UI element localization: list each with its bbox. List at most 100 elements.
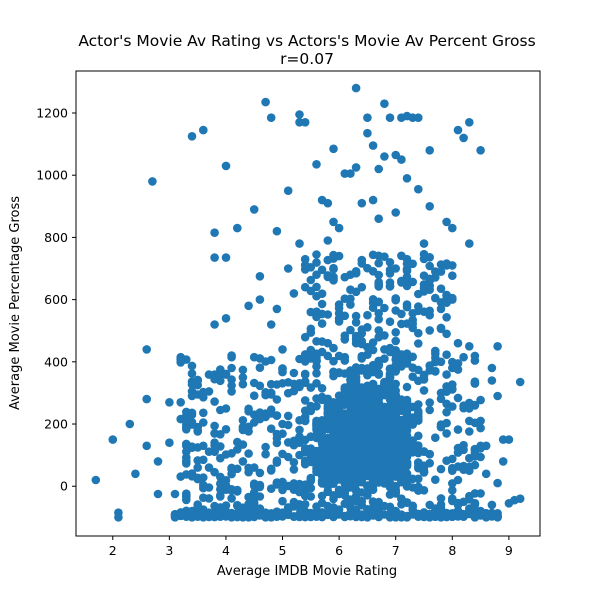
data-point <box>340 471 350 480</box>
data-point <box>306 286 316 296</box>
data-point <box>425 146 435 155</box>
data-point <box>340 294 350 304</box>
data-point <box>402 405 412 415</box>
data-point <box>108 435 118 444</box>
data-point <box>306 275 316 285</box>
data-point <box>442 370 451 379</box>
data-point <box>351 268 361 278</box>
y-tick-label: 800 <box>44 230 68 245</box>
data-point <box>306 473 316 483</box>
data-point <box>329 367 338 377</box>
data-point <box>323 453 333 463</box>
data-point <box>380 354 389 364</box>
data-point <box>255 295 265 304</box>
data-point <box>465 342 474 351</box>
data-point <box>261 449 270 459</box>
data-point <box>391 264 401 273</box>
data-point <box>357 282 367 292</box>
data-point <box>317 337 327 346</box>
data-point <box>295 512 304 521</box>
data-point <box>255 468 265 478</box>
data-point <box>408 309 418 318</box>
data-point <box>380 331 389 340</box>
data-point <box>340 356 350 365</box>
data-point <box>476 444 485 453</box>
data-point <box>340 409 350 418</box>
data-point <box>425 274 435 284</box>
data-point <box>323 420 333 429</box>
data-point <box>300 351 310 361</box>
data-point <box>493 342 502 351</box>
data-point <box>193 463 202 472</box>
data-point <box>244 407 253 416</box>
x-axis-label: Average IMDB Movie Rating <box>217 564 397 579</box>
data-point <box>238 416 248 425</box>
data-point <box>199 480 208 490</box>
data-point <box>391 360 401 370</box>
data-point <box>334 223 344 233</box>
data-point <box>340 383 350 392</box>
data-point <box>436 260 446 269</box>
data-point <box>148 177 157 186</box>
data-point <box>481 509 491 518</box>
data-point <box>334 465 344 474</box>
data-point <box>397 278 406 287</box>
data-point <box>317 289 327 299</box>
data-point <box>425 361 435 370</box>
data-point <box>210 421 219 431</box>
data-point <box>329 512 338 522</box>
data-point <box>227 387 236 396</box>
data-point <box>487 500 497 510</box>
data-point <box>493 511 502 521</box>
data-point <box>459 133 468 143</box>
data-point <box>199 455 208 465</box>
data-point <box>255 363 265 373</box>
data-point <box>493 478 502 488</box>
data-point <box>334 489 344 499</box>
data-point <box>448 357 457 367</box>
data-point <box>465 466 474 476</box>
data-point <box>357 198 367 208</box>
data-point <box>283 481 293 491</box>
y-tick-label: 1200 <box>36 105 68 120</box>
data-point <box>385 317 395 327</box>
data-point <box>448 271 457 281</box>
data-point <box>300 260 310 270</box>
data-point <box>363 465 372 474</box>
data-point <box>391 472 401 481</box>
data-point <box>210 374 219 384</box>
data-point <box>385 422 395 431</box>
data-point <box>300 480 310 490</box>
data-point <box>300 118 310 127</box>
data-point <box>300 377 310 386</box>
data-point <box>340 331 350 341</box>
data-point <box>317 319 327 328</box>
data-point <box>283 388 293 398</box>
data-point <box>385 258 395 267</box>
data-point <box>368 141 378 150</box>
data-point <box>283 503 293 512</box>
data-point <box>125 419 135 429</box>
data-point <box>312 369 321 378</box>
data-point <box>193 427 202 436</box>
data-point <box>442 350 451 360</box>
data-point <box>210 467 219 477</box>
y-tick-label: 0 <box>60 479 68 494</box>
data-point <box>380 303 389 313</box>
data-point <box>199 125 208 135</box>
data-point <box>210 501 219 511</box>
data-point <box>391 295 401 305</box>
data-point <box>436 357 446 367</box>
data-point <box>436 509 446 518</box>
data-point <box>385 380 395 390</box>
data-point <box>176 508 185 518</box>
data-point <box>142 345 151 354</box>
points-layer <box>91 83 525 522</box>
data-point <box>357 403 367 413</box>
data-point <box>187 132 197 141</box>
data-point <box>380 152 389 161</box>
data-point <box>312 431 321 441</box>
data-point <box>323 255 333 265</box>
data-point <box>182 447 191 457</box>
data-point <box>442 329 451 339</box>
